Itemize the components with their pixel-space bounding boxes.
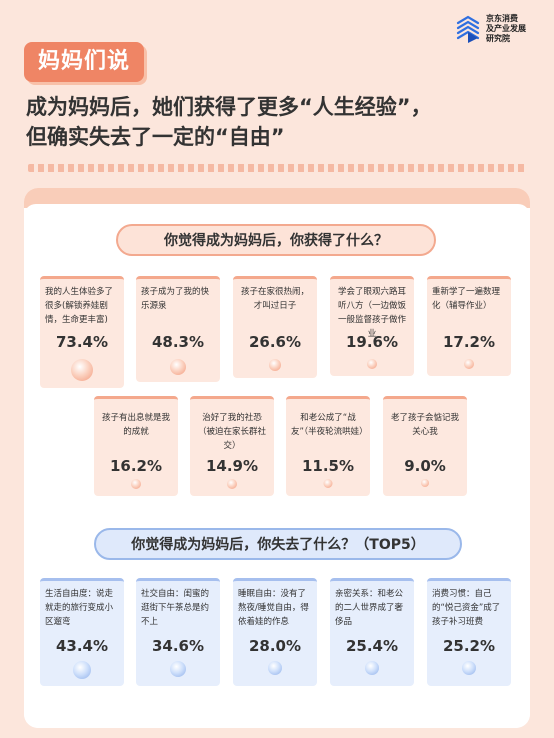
loss-card-percent: 34.6%	[151, 637, 205, 655]
panel-top-band	[24, 188, 530, 208]
gain-card-percent: 9.0%	[404, 457, 446, 475]
gain-card-percent: 16.2%	[109, 457, 163, 475]
loss-card-text: 生活自由度：说走就走的旅行变成小区遛弯	[45, 589, 114, 627]
gain-card-percent: 11.5%	[301, 457, 355, 475]
gain-bubble-icon	[269, 359, 281, 371]
gain-card: 和老公成了“战友”（半夜轮流哄娃） 11.5%	[286, 396, 370, 496]
brand-line: 研究院	[486, 34, 510, 43]
loss-card-percent: 25.2%	[442, 637, 496, 655]
gain-card: 治好了我的社恐（被迫在家长群社交） 14.9%	[190, 396, 274, 496]
dashed-divider	[28, 164, 528, 172]
loss-bubble-icon	[365, 661, 379, 675]
headline-line-2: 但确实失去了一定的“自由”	[26, 125, 285, 149]
gain-card: 老了孩子会惦记我关心我 9.0%	[383, 396, 467, 496]
gain-question: 你觉得成为妈妈后，你获得了什么？	[116, 224, 436, 256]
brand-line: 及产业发展	[486, 24, 526, 33]
gain-bubble-icon	[131, 479, 141, 489]
loss-card-percent: 25.4%	[345, 637, 399, 655]
gain-card: 孩子成为了我的快乐源泉 48.3%	[136, 276, 220, 382]
loss-bubble-icon	[170, 661, 186, 677]
gain-card: 重新学了一遍数理化（辅导作业） 17.2%	[427, 276, 511, 376]
gain-card-percent: 73.4%	[55, 333, 109, 351]
loss-card-percent: 43.4%	[55, 637, 109, 655]
brand-name: 京东消费 及产业发展 研究院	[486, 14, 526, 44]
gain-card-text: 重新学了一遍数理化（辅导作业）	[432, 287, 501, 311]
gain-bubble-icon	[421, 479, 429, 487]
gain-card-text: 学会了眼观六路耳听八方（一边做饭一般监督孩子做作业	[337, 287, 406, 339]
gain-bubble-icon	[227, 479, 237, 489]
gain-card: 孩子在家很热闹，才叫过日子 26.6%	[233, 276, 317, 378]
gain-card-text: 和老公成了“战友”（半夜轮流哄娃）	[291, 413, 368, 437]
gain-bubble-icon	[323, 479, 333, 488]
gain-card-text: 孩子成为了我的快乐源泉	[141, 287, 210, 311]
loss-card: 亲密关系：和老公的二人世界成了奢侈品 25.4%	[330, 578, 414, 686]
loss-card-text: 亲密关系：和老公的二人世界成了奢侈品	[335, 589, 404, 627]
loss-card-text: 睡眠自由：没有了熬夜/睡觉自由，得依着娃的作息	[238, 589, 309, 627]
gain-card-text: 治好了我的社恐（被迫在家长群社交）	[197, 413, 266, 451]
loss-bubble-icon	[268, 661, 282, 675]
loss-question: 你觉得成为妈妈后，你失去了什么？（TOP5）	[94, 528, 462, 560]
gain-card-percent: 48.3%	[151, 333, 205, 351]
loss-card: 生活自由度：说走就走的旅行变成小区遛弯 43.4%	[40, 578, 124, 686]
gain-card-percent: 14.9%	[205, 457, 259, 475]
section-tag: 妈妈们说	[24, 42, 145, 82]
brand-line: 京东消费	[486, 14, 518, 23]
gain-card-percent: 26.6%	[248, 333, 302, 351]
gain-card: 孩子有出息就是我的成就 16.2%	[94, 396, 178, 496]
gain-bubble-icon	[464, 359, 474, 369]
gain-card: 我的人生体验多了很多(解锁养娃剧情，生命更丰富) 73.4%	[40, 276, 124, 388]
gain-card-text: 孩子在家很热闹，才叫过日子	[240, 287, 309, 311]
loss-bubble-icon	[73, 661, 91, 679]
loss-card-percent: 28.0%	[248, 637, 302, 655]
gain-card-percent: 19.6%	[345, 333, 399, 351]
headline-line-1: 成为妈妈后，她们获得了更多“人生经验”，	[26, 95, 432, 119]
brand-logo-icon	[456, 15, 480, 43]
loss-card: 消费习惯：自己的“悦己资金”成了孩子补习班费 25.2%	[427, 578, 511, 686]
loss-card: 社交自由：闺蜜的逛街下午茶总是约不上 34.6%	[136, 578, 220, 686]
gain-bubble-icon	[367, 359, 377, 369]
gain-card-text: 我的人生体验多了很多(解锁养娃剧情，生命更丰富)	[45, 287, 114, 325]
gain-bubble-icon	[170, 359, 186, 375]
brand: 京东消费 及产业发展 研究院	[454, 14, 526, 44]
gain-card-percent: 17.2%	[442, 333, 496, 351]
gain-bubble-icon	[71, 359, 93, 381]
gain-card: 学会了眼观六路耳听八方（一边做饭一般监督孩子做作业 19.6%	[330, 276, 414, 376]
loss-card-text: 消费习惯：自己的“悦己资金”成了孩子补习班费	[432, 589, 501, 627]
loss-card-text: 社交自由：闺蜜的逛街下午茶总是约不上	[141, 589, 210, 627]
headline: 成为妈妈后，她们获得了更多“人生经验”， 但确实失去了一定的“自由”	[26, 92, 536, 152]
loss-bubble-icon	[462, 661, 476, 675]
gain-card-text: 孩子有出息就是我的成就	[101, 413, 170, 437]
gain-card-text: 老了孩子会惦记我关心我	[390, 413, 459, 437]
loss-card: 睡眠自由：没有了熬夜/睡觉自由，得依着娃的作息 28.0%	[233, 578, 317, 686]
